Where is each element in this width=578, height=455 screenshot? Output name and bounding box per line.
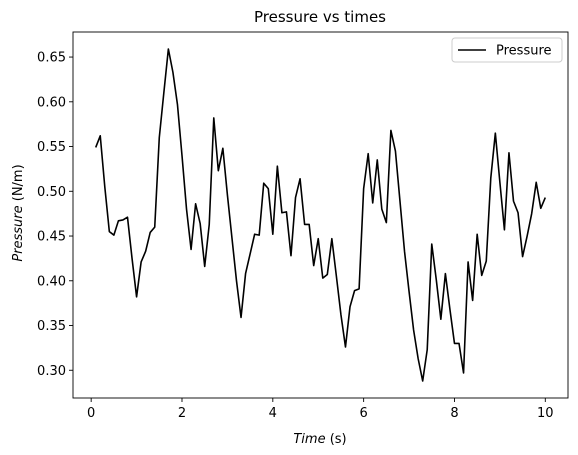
y-axis-label-name: Pressure bbox=[11, 205, 26, 261]
x-tick-label: 10 bbox=[537, 406, 554, 421]
y-tick-label: 0.60 bbox=[37, 95, 66, 110]
chart-title: Pressure vs times bbox=[254, 8, 386, 26]
x-axis-label-name: Time bbox=[293, 432, 325, 447]
y-axis-label: Pressure (N/m) bbox=[11, 164, 26, 261]
x-tick-label: 2 bbox=[178, 406, 186, 421]
legend-label: Pressure bbox=[496, 44, 552, 59]
x-tick-label: 0 bbox=[87, 406, 95, 421]
series-line-0 bbox=[94, 48, 547, 382]
x-tick-label: 6 bbox=[360, 406, 368, 421]
axes: 0 2 4 6 8 10 0.30 0.35 0.40 0.45 0.50 0.55 0.60 0.65 bbox=[37, 31, 569, 421]
y-tick-label: 0.35 bbox=[37, 319, 66, 334]
legend: Pressure bbox=[451, 37, 563, 63]
y-tick-label: 0.50 bbox=[37, 185, 66, 200]
axes-frame bbox=[72, 31, 569, 399]
y-tick-label: 0.45 bbox=[37, 230, 66, 245]
plot-area bbox=[94, 48, 547, 382]
x-axis-label-unit: (s) bbox=[326, 432, 347, 447]
x-tick-label: 4 bbox=[269, 406, 277, 421]
legend-box bbox=[451, 37, 563, 63]
y-axis-label-unit: (N/m) bbox=[11, 164, 26, 205]
x-axis-label: Time (s) bbox=[293, 432, 346, 447]
y-tick-label: 0.55 bbox=[37, 140, 66, 155]
y-tick-label: 0.30 bbox=[37, 364, 66, 379]
y-tick-label: 0.40 bbox=[37, 274, 66, 289]
y-tick-label: 0.65 bbox=[37, 51, 66, 66]
x-tick-label: 8 bbox=[450, 406, 458, 421]
